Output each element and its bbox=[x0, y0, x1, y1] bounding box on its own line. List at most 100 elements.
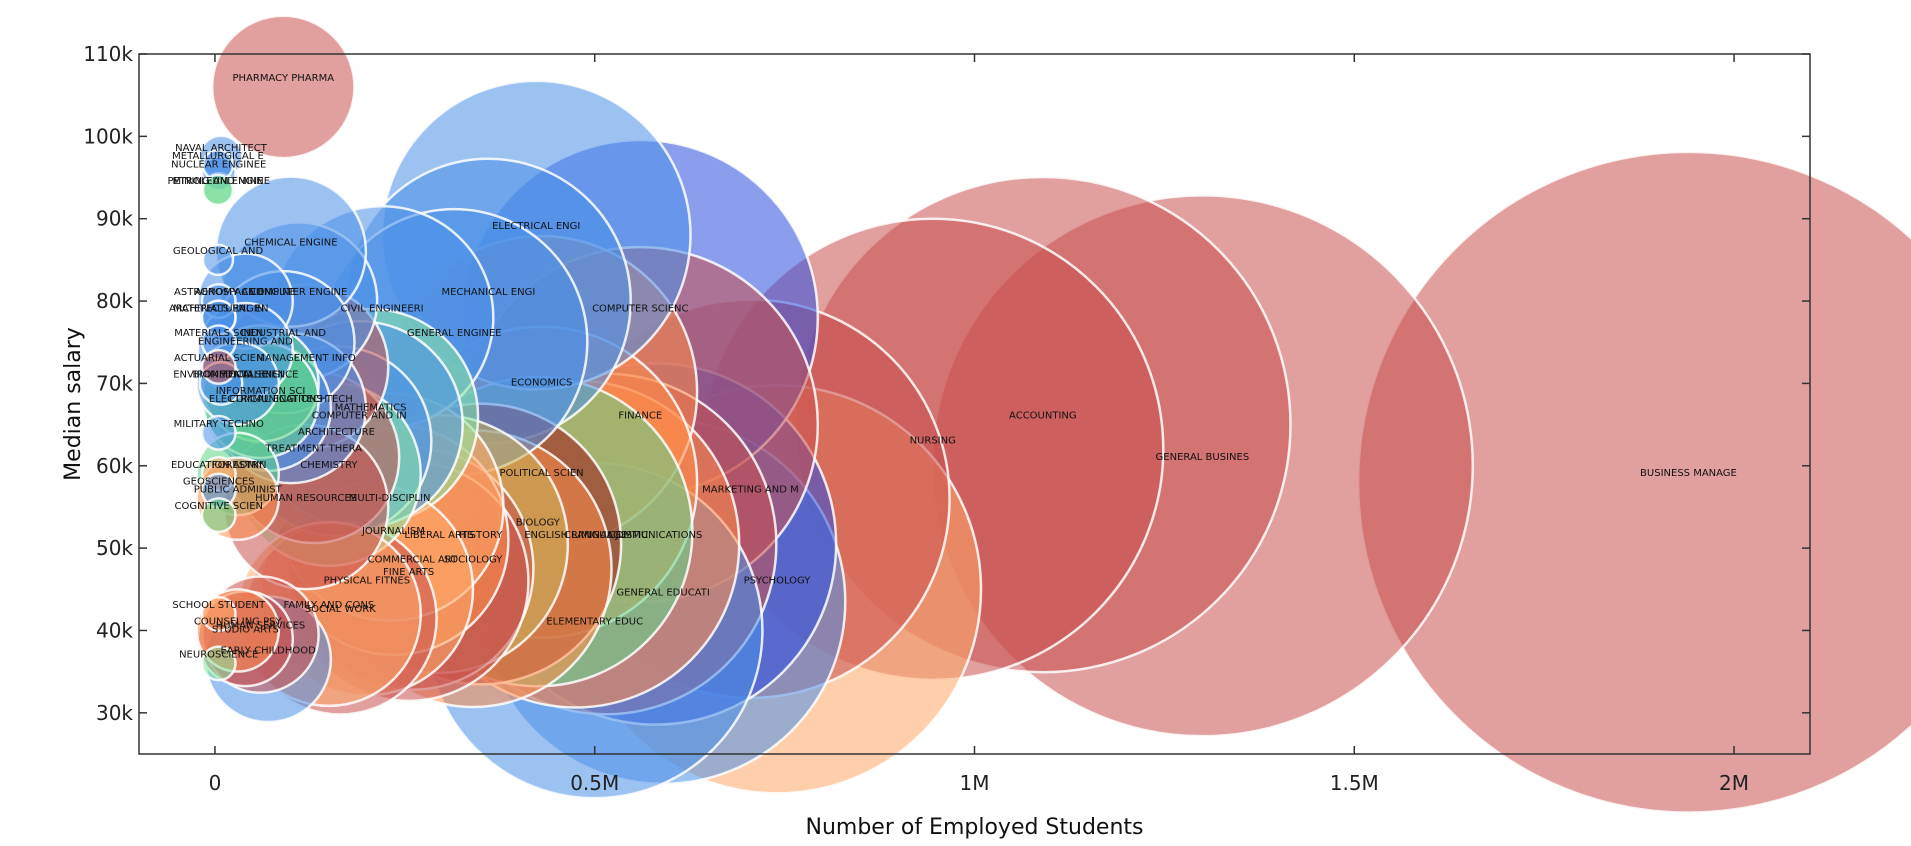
bubble-point[interactable] bbox=[200, 595, 237, 633]
y-tick-label: 110k bbox=[83, 42, 133, 66]
bubble-label: TREATMENT THERA bbox=[264, 444, 362, 455]
bubble-label: ACTUARIAL SCIEN bbox=[174, 353, 263, 364]
bubble-label: EARLY CHILDHOOD bbox=[220, 645, 316, 656]
bubble-label: ARCHITECTURE bbox=[298, 427, 375, 438]
x-tick-label: 2M bbox=[1719, 771, 1749, 795]
x-tick-label: 1M bbox=[960, 771, 990, 795]
bubble-label: PUBLIC ADMINIST bbox=[194, 485, 283, 496]
bubble-point[interactable] bbox=[201, 173, 235, 207]
bubble-label: MATHEMATICS bbox=[335, 402, 407, 413]
x-axis-title: Number of Employed Students bbox=[805, 815, 1143, 840]
x-tick-label: 1.5M bbox=[1330, 771, 1379, 795]
bubble-layer bbox=[195, 14, 1911, 814]
bubble-point[interactable] bbox=[210, 14, 356, 160]
bubble-label: ENGLISH LANGUAGE bbox=[524, 530, 627, 541]
bubble-label: COMPUTER SCIENC bbox=[592, 304, 688, 315]
bubble-label: MINING AND MINE bbox=[172, 176, 263, 187]
bubble-label: ACCOUNTING bbox=[1009, 411, 1077, 422]
bubble-label: HISTORY bbox=[459, 530, 503, 541]
bubble-label: INFORMATION SCI bbox=[216, 386, 306, 397]
bubble-label: ECONOMICS bbox=[511, 378, 572, 389]
y-axis-title: Median salary bbox=[61, 327, 86, 481]
bubble-label: MULTI-DISCIPLIN bbox=[349, 493, 431, 504]
bubble-label: FORESTRY bbox=[212, 460, 265, 471]
y-tick-label: 80k bbox=[96, 289, 133, 313]
bubble-point[interactable] bbox=[200, 348, 237, 385]
bubble-label: FINANCE bbox=[618, 411, 662, 422]
bubble-label: COGNITIVE SCIEN bbox=[174, 501, 263, 512]
bubble-label: PSYCHOLOGY bbox=[744, 575, 812, 586]
bubble-label-layer: BUSINESS MANAGE GENERAL BUSINES ACCOUNTING… bbox=[167, 73, 1736, 660]
x-tick-label: 0 bbox=[209, 771, 222, 795]
y-tick-label: 60k bbox=[96, 454, 133, 478]
bubble-label: SCHOOL STUDENT bbox=[172, 600, 266, 611]
bubble-label: NUCLEAR ENGINEE bbox=[171, 159, 266, 170]
bubble-label: ASTRONOMY AND bbox=[174, 287, 264, 298]
bubble-label: ENGINEERING AND bbox=[198, 336, 293, 347]
bubble-label: PHYSICAL FITNES bbox=[324, 575, 410, 586]
bubble-label: MECHANICAL ENGI bbox=[441, 287, 535, 298]
y-tick-label: 100k bbox=[83, 124, 133, 148]
bubble-label: LIBERAL ARTS bbox=[404, 530, 473, 541]
bubble-label: PETROLEUM ENGINE bbox=[167, 176, 270, 187]
bubble-label: INDUSTRIAL AND bbox=[241, 328, 327, 339]
bubble-label: MATERIALS ENGIN bbox=[173, 304, 264, 315]
bubble-label: GENERAL ENGINEE bbox=[407, 328, 502, 339]
bubble-label: HUMAN RESOURCES bbox=[255, 493, 357, 504]
bubble-label: COMMUNICATIONS TECH bbox=[229, 394, 353, 405]
bubble-label: FAMILY AND CONS bbox=[284, 600, 375, 611]
bubble-label: EDUCATION ADMIN bbox=[171, 460, 267, 471]
bubble-label: PHARMACY PHARMA bbox=[233, 73, 335, 84]
x-axis: 0 0.5M 1M 1.5M 2M bbox=[209, 54, 1749, 795]
bubble-label: COMMUNICATIONS bbox=[609, 530, 703, 541]
bubble-label: NEUROSCIENCE bbox=[179, 649, 258, 660]
bubble-point[interactable] bbox=[200, 645, 237, 682]
bubble-label: COUNSELING PSY bbox=[194, 616, 283, 627]
bubble-label: BIOLOGY bbox=[516, 518, 561, 529]
bubble-label: STUDIO ARTS bbox=[212, 625, 279, 636]
bubble-label: ARCHITECTURAL EN bbox=[169, 304, 269, 315]
bubble-point[interactable] bbox=[200, 414, 237, 451]
bubble-label: ELEMENTARY EDUC bbox=[546, 616, 643, 627]
bubble-label: CHEMICAL ENGINE bbox=[244, 238, 337, 249]
bubble-label: MILITARY TECHNO bbox=[174, 419, 264, 430]
bubble-label: HUMAN SERVICES bbox=[216, 621, 305, 632]
x-tick-label: 0.5M bbox=[570, 771, 619, 795]
bubble-label: FINE ARTS bbox=[383, 567, 434, 578]
bubble-label: METALLURGICAL E bbox=[172, 151, 264, 162]
y-tick-label: 70k bbox=[96, 371, 133, 395]
bubble-label: CHEMISTRY bbox=[300, 460, 358, 471]
bubble-label: BUSINESS MANAGE bbox=[1640, 468, 1737, 479]
y-tick-label: 40k bbox=[96, 618, 133, 642]
bubble-label: FOOD SCIENCE bbox=[223, 369, 299, 380]
bubble-label: GEOLOGICAL AND bbox=[173, 246, 264, 257]
y-axis: 30k 40k 50k 60k 70k 80k 90k 100k 110k bbox=[83, 42, 1810, 725]
bubble-label: CIVIL ENGINEERI bbox=[341, 304, 424, 315]
bubble-label: AEROSPACE ENGINE bbox=[195, 287, 296, 298]
bubble-label: SOCIOLOGY bbox=[444, 555, 503, 566]
bubble-label: COMMERCIAL ART bbox=[368, 555, 458, 566]
bubble-label: BIOMEDICAL ENGI bbox=[193, 369, 283, 380]
bubble-label: SOCIAL WORK bbox=[305, 604, 376, 615]
bubble-point[interactable] bbox=[200, 497, 237, 534]
bubble-label: ENVIRONMENTAL E bbox=[173, 369, 269, 380]
bubble-point[interactable] bbox=[201, 243, 235, 277]
bubble-label: MATERIALS SCIEN bbox=[174, 328, 263, 339]
y-tick-label: 50k bbox=[96, 536, 133, 560]
bubble-label: GENERAL BUSINES bbox=[1156, 452, 1250, 463]
bubble-label: MANAGEMENT INFO bbox=[256, 353, 356, 364]
bubble-label: MARKETING AND M bbox=[702, 485, 799, 496]
bubble-label: NURSING bbox=[910, 435, 956, 446]
bubble-label: GENERAL EDUCATI bbox=[616, 588, 709, 599]
bubble-label: ELECTRICAL ENGI bbox=[492, 221, 580, 232]
bubble-label: CRIMINAL JUSTIC bbox=[564, 530, 648, 541]
bubble-label: GEOSCIENCES bbox=[183, 476, 255, 487]
bubble-label: JOURNALISM bbox=[361, 526, 425, 537]
bubble-label: COMPUTER ENGINE bbox=[250, 287, 348, 298]
bubble-label: NAVAL ARCHITECT bbox=[175, 143, 268, 154]
bubble-label: ELECTRICAL ENGI TECH bbox=[209, 394, 327, 405]
y-tick-label: 90k bbox=[96, 207, 133, 231]
bubble-label: POLITICAL SCIEN bbox=[499, 468, 583, 479]
y-tick-label: 30k bbox=[96, 701, 133, 725]
